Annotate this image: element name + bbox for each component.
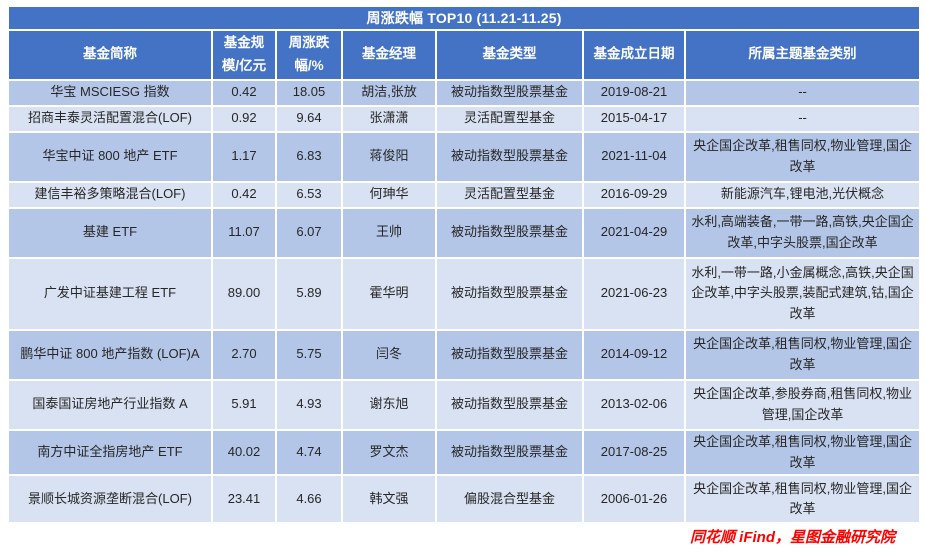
cell-weekly-change: 9.64 — [275, 104, 343, 133]
cell-theme-category: 新能源汽车,锂电池,光伏概念 — [683, 180, 922, 209]
cell-fund-name: 华宝中证 800 地产 ETF — [7, 130, 213, 183]
cell-theme-category: -- — [683, 78, 922, 107]
cell-theme-category: 央企国企改革,租售同权,物业管理,国企改革 — [683, 328, 922, 381]
cell-fund-scale: 0.42 — [211, 180, 277, 209]
cell-fund-scale: 89.00 — [211, 256, 277, 331]
cell-fund-type: 被动指数型股票基金 — [435, 206, 584, 259]
cell-inception-date: 2014-09-12 — [582, 328, 686, 381]
cell-fund-scale: 23.41 — [211, 474, 277, 525]
column-header-weekly-change: 周涨跌幅/% — [275, 29, 343, 81]
cell-fund-type: 被动指数型股票基金 — [435, 256, 584, 331]
cell-theme-category: 央企国企改革,租售同权,物业管理,国企改革 — [683, 130, 922, 183]
cell-fund-manager: 闫冬 — [341, 328, 437, 381]
fund-top10-table: 周涨跌幅 TOP10 (11.21-11.25) 基金简称 基金规模/亿元 周涨… — [6, 5, 922, 525]
column-header-row: 基金简称 基金规模/亿元 周涨跌幅/% 基金经理 基金类型 基金成立日期 所属主… — [7, 29, 922, 81]
cell-inception-date: 2015-04-17 — [582, 104, 686, 133]
cell-fund-manager: 王帅 — [341, 206, 437, 259]
cell-theme-category: 水利,高端装备,一带一路,高铁,央企国企改革,中字头股票,国企改革 — [683, 206, 922, 259]
table-row: 建信丰裕多策略混合(LOF) 0.42 6.53 何珅华 灵活配置型基金 2016-09-… — [7, 180, 922, 209]
cell-fund-manager: 罗文杰 — [341, 428, 437, 477]
cell-fund-name: 国泰国证房地产行业指数 A — [7, 378, 213, 431]
cell-weekly-change: 5.75 — [275, 328, 343, 381]
cell-fund-type: 被动指数型股票基金 — [435, 428, 584, 477]
cell-weekly-change: 4.66 — [275, 474, 343, 525]
cell-inception-date: 2013-02-06 — [582, 378, 686, 431]
cell-inception-date: 2021-11-04 — [582, 130, 686, 183]
column-header-inception-date: 基金成立日期 — [582, 29, 686, 81]
table-row: 华宝 MSCIESG 指数 0.42 18.05 胡洁,张放 被动指数型股票基金 2019… — [7, 78, 922, 107]
cell-inception-date: 2019-08-21 — [582, 78, 686, 107]
cell-fund-scale: 5.91 — [211, 378, 277, 431]
table-row: 国泰国证房地产行业指数 A 5.91 4.93 谢东旭 被动指数型股票基金 2013-02… — [7, 378, 922, 431]
cell-fund-scale: 40.02 — [211, 428, 277, 477]
cell-fund-scale: 0.42 — [211, 78, 277, 107]
cell-theme-category: 央企国企改革,租售同权,物业管理,国企改革 — [683, 428, 922, 477]
table-row: 南方中证全指房地产 ETF 40.02 4.74 罗文杰 被动指数型股票基金 2017-0… — [7, 428, 922, 477]
cell-fund-manager: 韩文强 — [341, 474, 437, 525]
cell-weekly-change: 5.89 — [275, 256, 343, 331]
cell-fund-manager: 胡洁,张放 — [341, 78, 437, 107]
cell-fund-manager: 蒋俊阳 — [341, 130, 437, 183]
cell-fund-name: 鹏华中证 800 地产指数 (LOF)A — [7, 328, 213, 381]
cell-fund-type: 被动指数型股票基金 — [435, 130, 584, 183]
column-header-fund-scale: 基金规模/亿元 — [211, 29, 277, 81]
cell-fund-scale: 1.17 — [211, 130, 277, 183]
cell-inception-date: 2021-04-29 — [582, 206, 686, 259]
cell-fund-type: 灵活配置型基金 — [435, 104, 584, 133]
cell-fund-type: 灵活配置型基金 — [435, 180, 584, 209]
title-row: 周涨跌幅 TOP10 (11.21-11.25) — [6, 5, 922, 31]
cell-fund-scale: 0.92 — [211, 104, 277, 133]
cell-fund-manager: 何珅华 — [341, 180, 437, 209]
column-header-theme-category: 所属主题基金类别 — [683, 29, 922, 81]
cell-fund-name: 南方中证全指房地产 ETF — [7, 428, 213, 477]
cell-fund-manager: 张潇潇 — [341, 104, 437, 133]
cell-inception-date: 2017-08-25 — [582, 428, 686, 477]
cell-weekly-change: 6.07 — [275, 206, 343, 259]
table-body: 华宝 MSCIESG 指数 0.42 18.05 胡洁,张放 被动指数型股票基金 2019… — [7, 78, 922, 525]
table-row: 广发中证基建工程 ETF 89.00 5.89 霍华明 被动指数型股票基金 2021-06… — [7, 256, 922, 331]
cell-fund-type: 被动指数型股票基金 — [435, 378, 584, 431]
cell-fund-manager: 霍华明 — [341, 256, 437, 331]
cell-fund-scale: 2.70 — [211, 328, 277, 381]
cell-fund-name: 建信丰裕多策略混合(LOF) — [7, 180, 213, 209]
column-header-fund-name: 基金简称 — [7, 29, 213, 81]
cell-weekly-change: 4.74 — [275, 428, 343, 477]
cell-weekly-change: 4.93 — [275, 378, 343, 431]
cell-weekly-change: 6.53 — [275, 180, 343, 209]
cell-weekly-change: 6.83 — [275, 130, 343, 183]
cell-fund-type: 偏股混合型基金 — [435, 474, 584, 525]
source-attribution: 同花顺 iFind，星图金融研究院 — [690, 529, 895, 547]
cell-theme-category: 水利,一带一路,小金属概念,高铁,央企国企改革,中字头股票,装配式建筑,钴,国企… — [683, 256, 922, 331]
cell-fund-name: 基建 ETF — [7, 206, 213, 259]
cell-fund-name: 景顺长城资源垄断混合(LOF) — [7, 474, 213, 525]
table-row: 景顺长城资源垄断混合(LOF) 23.41 4.66 韩文强 偏股混合型基金 2006-0… — [7, 474, 922, 525]
table-row: 基建 ETF 11.07 6.07 王帅 被动指数型股票基金 2021-04-29 水利,高… — [7, 206, 922, 259]
cell-fund-type: 被动指数型股票基金 — [435, 328, 584, 381]
table-title: 周涨跌幅 TOP10 (11.21-11.25) — [6, 5, 922, 31]
cell-theme-category: 央企国企改革,租售同权,物业管理,国企改革 — [683, 474, 922, 525]
cell-theme-category: 央企国企改革,参股券商,租售同权,物业管理,国企改革 — [683, 378, 922, 431]
cell-weekly-change: 18.05 — [275, 78, 343, 107]
cell-fund-name: 华宝 MSCIESG 指数 — [7, 78, 213, 107]
cell-fund-name: 招商丰泰灵活配置混合(LOF) — [7, 104, 213, 133]
cell-fund-scale: 11.07 — [211, 206, 277, 259]
table-row: 招商丰泰灵活配置混合(LOF) 0.92 9.64 张潇潇 灵活配置型基金 2015-04… — [7, 104, 922, 133]
cell-inception-date: 2021-06-23 — [582, 256, 686, 331]
cell-fund-type: 被动指数型股票基金 — [435, 78, 584, 107]
cell-fund-manager: 谢东旭 — [341, 378, 437, 431]
cell-inception-date: 2016-09-29 — [582, 180, 686, 209]
cell-inception-date: 2006-01-26 — [582, 474, 686, 525]
column-header-fund-type: 基金类型 — [435, 29, 584, 81]
table-row: 鹏华中证 800 地产指数 (LOF)A 2.70 5.75 闫冬 被动指数型股票基金 2… — [7, 328, 922, 381]
cell-theme-category: -- — [683, 104, 922, 133]
cell-fund-name: 广发中证基建工程 ETF — [7, 256, 213, 331]
column-header-fund-manager: 基金经理 — [341, 29, 437, 81]
table-row: 华宝中证 800 地产 ETF 1.17 6.83 蒋俊阳 被动指数型股票基金 2021-… — [7, 130, 922, 183]
